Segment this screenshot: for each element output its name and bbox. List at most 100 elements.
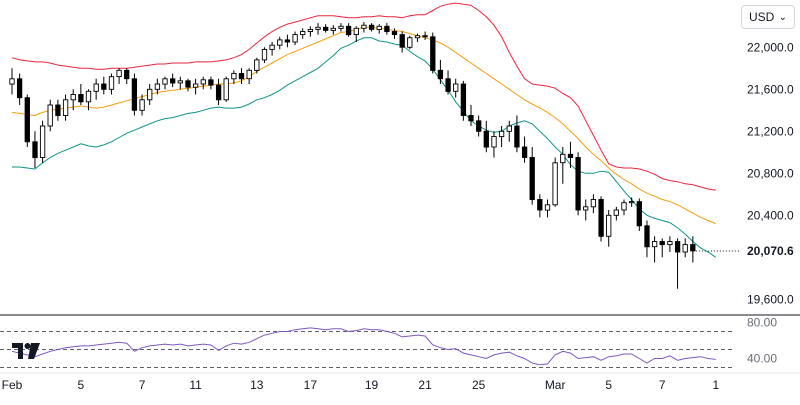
- candle: [667, 236, 673, 252]
- candle: [567, 141, 574, 168]
- candle: [399, 31, 405, 53]
- price-tick-label: 19,600.0: [747, 292, 794, 306]
- candle: [674, 238, 681, 289]
- candle-body-down: [690, 244, 696, 252]
- candle-body-down: [399, 34, 405, 48]
- candle: [170, 73, 176, 88]
- candle: [238, 68, 245, 84]
- candle-body-up: [682, 244, 688, 253]
- candle-body-up: [606, 214, 612, 237]
- last-price-label[interactable]: 20,070.6: [747, 244, 794, 258]
- candle-body-down: [514, 125, 520, 148]
- candle: [261, 47, 268, 63]
- candle: [407, 35, 413, 50]
- candle: [437, 59, 444, 84]
- candle: [246, 68, 252, 84]
- candle-body-up: [177, 80, 183, 84]
- candle: [108, 73, 115, 95]
- candle: [70, 89, 76, 111]
- rsi-tick-label: 40.00: [747, 352, 777, 366]
- candle: [147, 84, 153, 105]
- candle: [613, 206, 619, 221]
- candle-body-up: [491, 136, 497, 148]
- candle: [139, 94, 145, 116]
- candle: [101, 76, 107, 95]
- bollinger-basis-line: [11, 26, 716, 225]
- candle: [606, 210, 612, 247]
- candle-body-up: [254, 59, 260, 71]
- candle-body-down: [215, 84, 222, 101]
- candle: [55, 99, 61, 121]
- candle: [453, 78, 459, 98]
- time-tick-label: 1: [712, 378, 719, 392]
- bollinger-upper-band: [11, 2, 716, 191]
- time-tick-label: 21: [418, 378, 432, 392]
- candle: [598, 196, 604, 242]
- candle: [521, 136, 528, 163]
- candle: [269, 42, 275, 56]
- candle: [644, 220, 650, 258]
- candle-body-down: [468, 115, 474, 122]
- candle: [116, 68, 122, 84]
- candle-body-up: [93, 83, 99, 92]
- candle-body-up: [108, 76, 115, 90]
- candle-body-down: [537, 199, 543, 211]
- candle: [583, 199, 589, 221]
- candle-body-down: [636, 201, 642, 227]
- candle-body-down: [208, 79, 214, 86]
- currency-selector[interactable]: USD ⌄: [741, 5, 795, 29]
- candle-body-down: [529, 157, 535, 200]
- candle-body-down: [445, 78, 451, 92]
- tradingview-logo-icon: [12, 341, 42, 361]
- price-axis[interactable]: 20,070.6 22,000.0 21,600.0 21,200.0 20,800.0…: [695, 40, 794, 306]
- candle: [498, 126, 505, 147]
- candle: [651, 236, 658, 263]
- candle: [39, 120, 46, 163]
- candle: [16, 73, 23, 105]
- candle-body-up: [414, 35, 421, 39]
- candle-body-up: [39, 125, 46, 158]
- candle-body-up: [62, 99, 69, 116]
- candle: [154, 78, 161, 95]
- candle-body-up: [277, 39, 283, 46]
- candle-body-down: [284, 39, 291, 43]
- candle-body-down: [101, 83, 107, 90]
- candle: [445, 70, 451, 95]
- candle: [544, 199, 551, 218]
- candle-body-up: [139, 99, 145, 111]
- candle-body-up: [590, 199, 597, 208]
- candle-body-down: [323, 26, 329, 31]
- candle: [323, 24, 329, 33]
- candle: [690, 236, 696, 263]
- candle: [552, 157, 558, 207]
- candle-body-up: [246, 69, 252, 80]
- candle: [476, 115, 482, 137]
- candle: [682, 238, 688, 258]
- candle-body-down: [32, 141, 38, 159]
- time-tick-label: 5: [605, 378, 612, 392]
- candle-body-up: [621, 202, 627, 211]
- candle-body-up: [231, 73, 237, 80]
- candle-body-down: [460, 83, 467, 116]
- candle-body-down: [598, 199, 604, 237]
- candle-body-up: [9, 78, 15, 85]
- price-tick-label: 20,800.0: [747, 166, 794, 180]
- candle: [384, 23, 390, 35]
- candle: [491, 131, 497, 158]
- candle-body-down: [170, 78, 176, 84]
- candle-body-up: [300, 31, 306, 36]
- candle-body-up: [223, 78, 229, 101]
- candle-body-up: [292, 34, 298, 43]
- rsi-pane: 80.00 40.00: [0, 316, 777, 368]
- candle-body-up: [613, 209, 619, 216]
- candle-body-down: [345, 25, 352, 36]
- candle: [529, 147, 535, 205]
- time-tick-label: 7: [139, 378, 146, 392]
- candle: [162, 76, 168, 90]
- candle-body-up: [376, 25, 382, 30]
- candle-body-up: [667, 241, 673, 246]
- time-axis[interactable]: Feb 5 7 11 13 17 19 21 25 Mar 5 7 1: [2, 378, 720, 392]
- candle-body-up: [269, 44, 275, 50]
